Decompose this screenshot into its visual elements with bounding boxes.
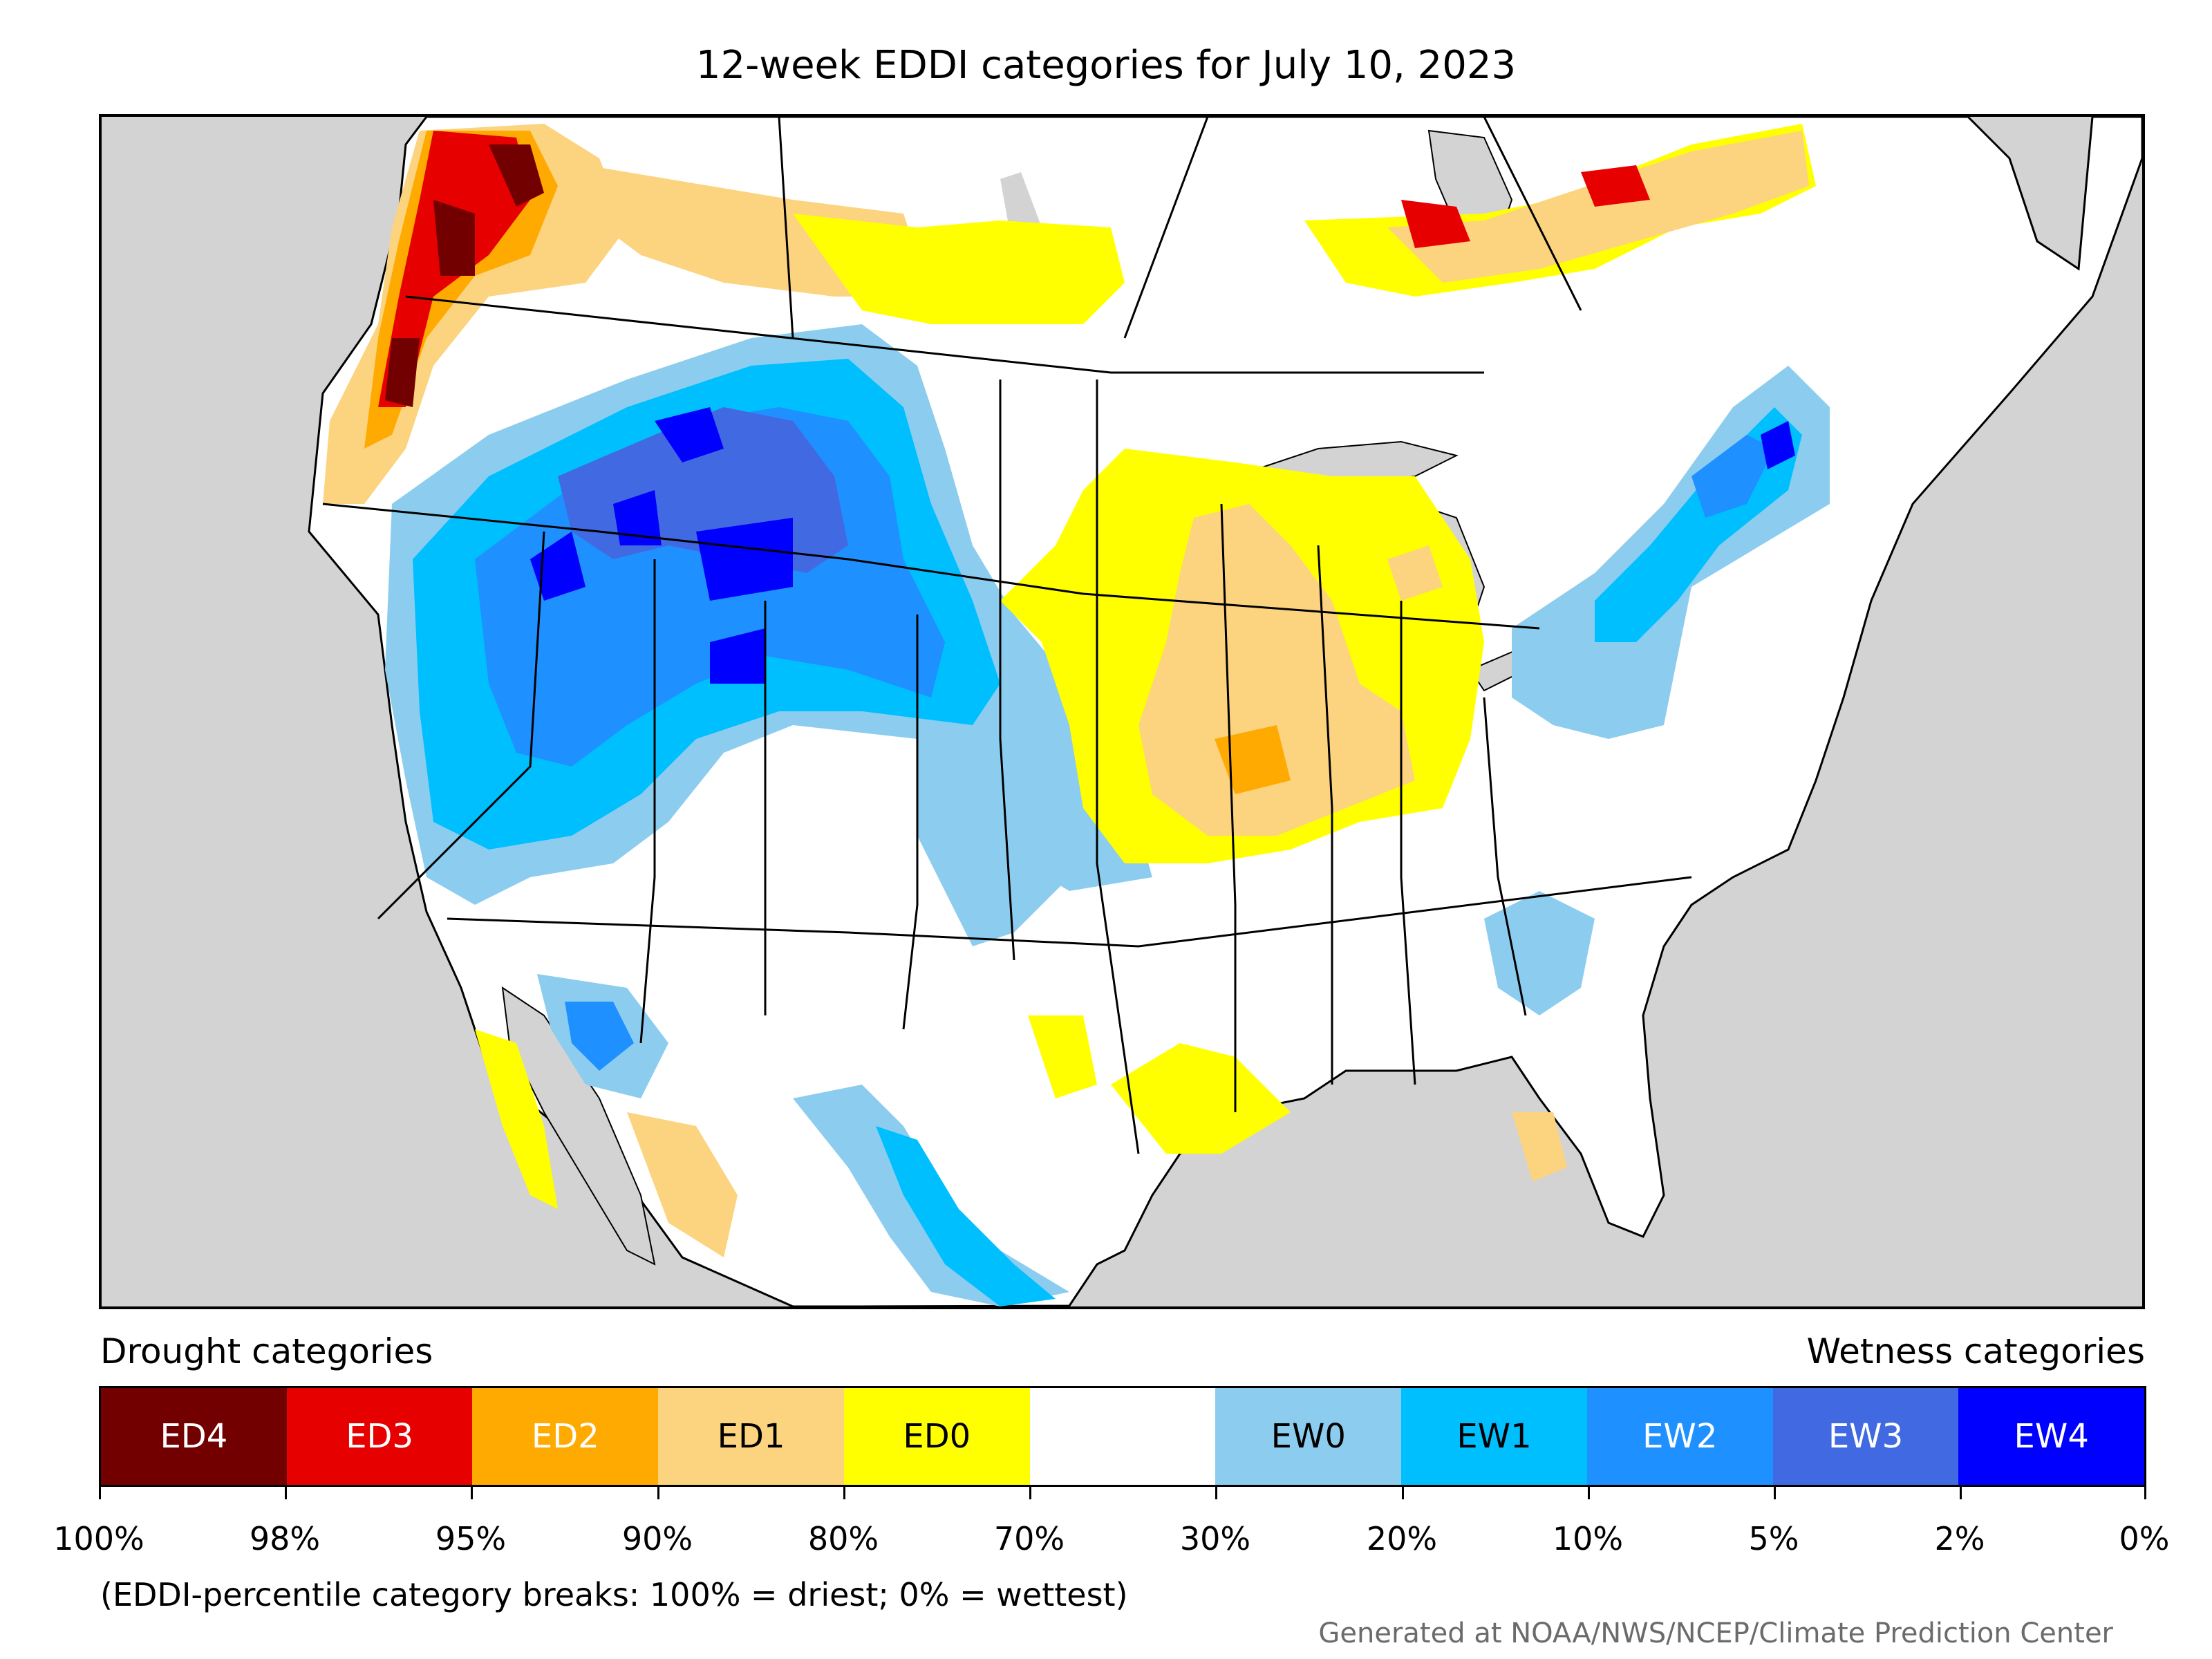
swatch-label: ED2 — [531, 1417, 599, 1456]
credit-line: Generated at NOAA/NWS/NCEP/Climate Predi… — [1318, 1618, 2113, 1649]
swatch-label: ED0 — [903, 1417, 971, 1456]
wet-region-carolinas — [1484, 891, 1595, 1015]
tick — [1402, 1487, 1404, 1499]
swatch-label: EW0 — [1271, 1417, 1346, 1456]
swatch-label: EW3 — [1828, 1417, 1904, 1456]
swatch-label: ED1 — [717, 1417, 785, 1456]
drought-region-ontario-ed1 — [1387, 131, 1809, 283]
swatch-ed3: ED3 — [286, 1388, 473, 1485]
abnormally-dry-gulf-coast — [1111, 1043, 1291, 1154]
tick-label-30: 30% — [1179, 1520, 1251, 1557]
swatch-label: EW2 — [1642, 1417, 1718, 1456]
swatch-ed1: ED1 — [658, 1388, 844, 1485]
drought-region-sonora — [627, 1112, 738, 1257]
wet-region-northeast — [1512, 366, 1830, 739]
swatch-ew1: EW1 — [1401, 1388, 1587, 1485]
tick-label-100: 100% — [53, 1520, 144, 1557]
tick — [285, 1487, 287, 1499]
tick-label-10: 10% — [1552, 1520, 1624, 1557]
tick-label-70: 70% — [993, 1520, 1065, 1557]
swatch-neutral — [1029, 1388, 1216, 1485]
drought-region-midwest — [1000, 449, 1484, 863]
tick — [1029, 1487, 1031, 1499]
category-colorbar: ED4 ED3 ED2 ED1 ED0 EW0 EW1 EW2 EW3 EW4 — [99, 1386, 2146, 1487]
wet-region-southwest-ew2 — [565, 1002, 634, 1071]
tick-label-5: 5% — [1748, 1520, 1799, 1557]
tick-label-80: 80% — [807, 1520, 879, 1557]
percentile-ticks: 100% 98% 95% 90% 80% 70% 30% 20% 10% 5% … — [53, 1487, 2169, 1557]
map-title: 12-week EDDI categories for July 10, 202… — [695, 43, 1517, 88]
drought-region-ontario-ed3 — [1401, 165, 1650, 248]
swatch-label: ED3 — [346, 1417, 414, 1456]
swatch-label: EW1 — [1456, 1417, 1532, 1456]
map-canvas — [308, 117, 2142, 1306]
tick — [2144, 1487, 2146, 1499]
tick — [1960, 1487, 1962, 1499]
tick-label-90: 90% — [621, 1520, 693, 1557]
abnormally-dry-west-texas — [1028, 1015, 1097, 1098]
tick — [471, 1487, 473, 1499]
tick-label-95: 95% — [435, 1520, 507, 1557]
swatch-label: EW4 — [2014, 1417, 2089, 1456]
swatch-ew2: EW2 — [1586, 1388, 1773, 1485]
tick — [843, 1487, 845, 1499]
drought-region-pacific-northwest — [323, 124, 627, 504]
tick-label-0: 0% — [2119, 1520, 2170, 1557]
tick-label-20: 20% — [1366, 1520, 1438, 1557]
abnormally-dry-florida — [1512, 1112, 1567, 1181]
wetness-categories-heading: Wetness categories — [1806, 1331, 2145, 1371]
tick — [657, 1487, 659, 1499]
tick — [1588, 1487, 1590, 1499]
tick — [1774, 1487, 1776, 1499]
eddi-map — [99, 114, 2145, 1309]
wet-region-texas-ew1 — [876, 1126, 1056, 1306]
swatch-ew3: EW3 — [1772, 1388, 1959, 1485]
swatch-ed4: ED4 — [101, 1388, 287, 1485]
percentile-note: (EDDI-percentile category breaks: 100% =… — [100, 1576, 1128, 1613]
tick-label-2: 2% — [1934, 1520, 1985, 1557]
abnormally-dry-southern-canada — [793, 214, 1125, 324]
swatch-ed0: ED0 — [843, 1388, 1030, 1485]
swatch-ed2: ED2 — [472, 1388, 659, 1485]
drought-region-baja — [475, 1029, 558, 1209]
swatch-ew0: EW0 — [1215, 1388, 1402, 1485]
state-boundaries — [322, 117, 1692, 1154]
swatch-label: ED4 — [160, 1417, 228, 1456]
tick-label-98: 98% — [249, 1520, 321, 1557]
drought-categories-heading: Drought categories — [100, 1331, 433, 1371]
tick — [1215, 1487, 1217, 1499]
swatch-ew4: EW4 — [1958, 1388, 2145, 1485]
wet-region-oklahoma — [917, 739, 1069, 946]
tick — [99, 1487, 101, 1499]
